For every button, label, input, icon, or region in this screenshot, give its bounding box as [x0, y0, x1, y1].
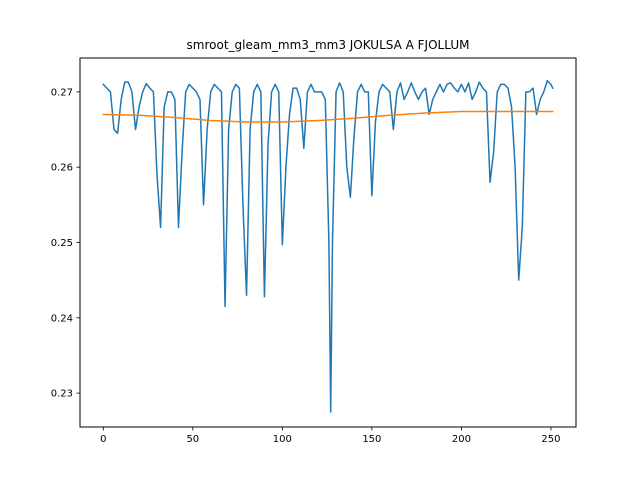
- x-tick-label: 200: [452, 434, 471, 445]
- y-axis: 0.23 0.24 0.25 0.26 0.27: [51, 87, 80, 400]
- x-tick-label: 250: [541, 434, 560, 445]
- series-line-2: [102, 110, 554, 123]
- x-tick-label: 0: [100, 434, 106, 445]
- x-tick-label: 150: [362, 434, 381, 445]
- y-tick-label: 0.24: [51, 313, 73, 324]
- series-line-1: [102, 79, 554, 413]
- x-tick-label: 50: [186, 434, 199, 445]
- chart-title: smroot_gleam_mm3_mm3 JOKULSA A FJOLLUM: [187, 38, 470, 52]
- y-tick-label: 0.23: [51, 389, 73, 400]
- series-layer: [102, 79, 554, 413]
- y-tick-label: 0.26: [51, 163, 73, 174]
- y-tick-label: 0.25: [51, 238, 73, 249]
- y-tick-label: 0.27: [51, 87, 73, 98]
- x-tick-label: 100: [273, 434, 292, 445]
- x-axis: 0 50 100 150 200 250: [100, 427, 560, 445]
